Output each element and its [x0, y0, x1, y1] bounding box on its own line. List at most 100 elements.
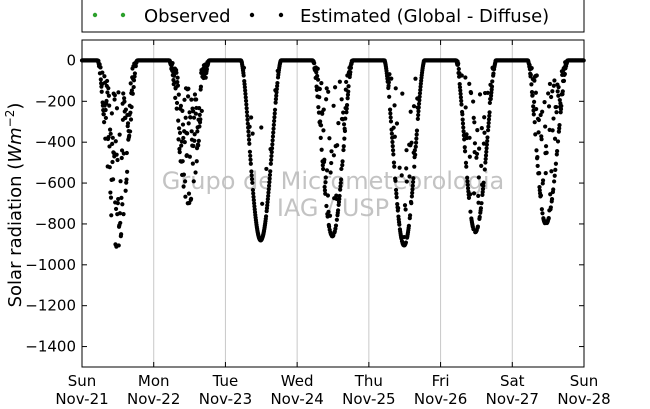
data-point: [529, 82, 534, 87]
data-point: [118, 179, 123, 184]
data-point: [324, 203, 329, 209]
data-point: [407, 174, 412, 179]
data-point: [413, 140, 419, 145]
data-point: [274, 87, 279, 92]
data-point: [467, 154, 472, 159]
data-point: [410, 183, 415, 188]
data-point: [191, 109, 196, 114]
data-point: [413, 152, 418, 157]
data-point: [249, 169, 254, 174]
data-point: [124, 180, 129, 185]
data-point: [249, 115, 254, 120]
data-point: [550, 89, 555, 94]
data-point: [484, 149, 489, 154]
data-point: [465, 175, 470, 180]
data-point: [483, 153, 489, 158]
data-point: [103, 115, 108, 121]
data-point: [416, 105, 421, 110]
data-point: [109, 111, 114, 116]
data-point: [390, 148, 396, 153]
data-point: [393, 86, 398, 91]
data-point: [459, 102, 464, 107]
data-point: [321, 166, 326, 172]
data-point: [465, 186, 471, 191]
data-point: [409, 201, 414, 206]
data-point: [341, 110, 346, 115]
data-point: [321, 107, 326, 112]
data-point: [251, 198, 256, 203]
data-point: [329, 160, 334, 166]
y-axis-label-paren-close: ): [5, 103, 26, 110]
legend-marker-estimated-2: [278, 12, 284, 18]
data-point: [312, 61, 317, 66]
data-point: [536, 117, 541, 123]
x-tick-label-date: Nov-27: [486, 390, 539, 408]
y-tick-label: 0: [66, 51, 76, 69]
data-point: [559, 103, 564, 109]
data-point: [487, 100, 492, 105]
data-point: [128, 110, 133, 115]
data-point: [267, 180, 272, 185]
data-point: [554, 152, 559, 157]
data-point: [409, 140, 414, 145]
data-point: [186, 121, 191, 126]
data-point: [128, 117, 134, 122]
data-point: [482, 130, 487, 135]
data-point: [177, 126, 182, 131]
data-point: [551, 187, 556, 192]
data-point: [250, 180, 255, 185]
data-point: [550, 128, 555, 133]
data-point: [484, 142, 489, 147]
data-point: [186, 86, 191, 91]
data-point: [392, 103, 397, 108]
data-point: [389, 76, 394, 81]
data-point: [532, 99, 537, 104]
data-point: [110, 141, 115, 146]
data-point: [486, 117, 492, 122]
data-point: [119, 232, 124, 237]
data-point: [203, 75, 208, 80]
data-point: [417, 94, 422, 99]
data-point: [472, 141, 478, 146]
data-point: [540, 211, 545, 216]
data-point: [471, 191, 477, 196]
data-point: [107, 103, 112, 108]
data-point: [402, 203, 408, 208]
data-point: [187, 110, 192, 115]
data-point: [241, 73, 246, 78]
data-point: [117, 211, 123, 216]
data-point: [489, 90, 494, 95]
data-point: [543, 124, 548, 129]
x-tick-label-day: Fri: [432, 372, 450, 390]
data-point: [346, 84, 351, 89]
data-point: [334, 217, 339, 222]
data-point: [403, 207, 408, 212]
data-point: [267, 176, 272, 181]
data-point: [114, 152, 119, 157]
data-point: [316, 105, 321, 110]
data-point: [176, 118, 181, 123]
data-point: [266, 187, 271, 192]
data-point: [342, 128, 348, 134]
data-point: [460, 121, 466, 126]
data-point: [242, 82, 247, 87]
data-point: [335, 208, 341, 213]
y-axis-label-unit: Wm: [5, 127, 26, 162]
data-point: [535, 155, 540, 160]
data-point: [121, 212, 126, 217]
data-point: [272, 118, 277, 124]
y-tick-label: −200: [35, 92, 76, 110]
data-point: [317, 86, 322, 92]
data-point: [246, 133, 251, 138]
data-point: [250, 187, 256, 193]
data-point: [127, 133, 132, 138]
y-axis-label: Solar radiation (Wm−2): [3, 103, 26, 308]
legend-box: [81, 0, 585, 33]
data-point: [115, 201, 120, 206]
data-point: [100, 70, 105, 75]
data-point: [244, 102, 249, 107]
data-point: [394, 191, 399, 196]
data-point: [461, 129, 466, 134]
data-point: [251, 194, 256, 199]
data-point: [542, 100, 547, 105]
